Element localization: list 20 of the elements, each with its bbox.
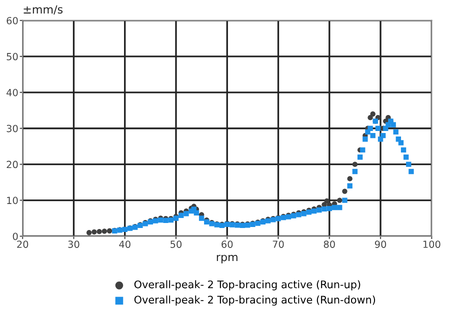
x-tick-label: 60	[222, 240, 233, 248]
x-tick-label: 70	[272, 240, 284, 248]
x-tick-label: 100	[423, 240, 440, 248]
x-tick-label: 50	[170, 240, 182, 248]
y-tick-label: 50	[6, 52, 18, 60]
y-tick-label: 20	[6, 160, 18, 168]
y-tick-label: 10	[7, 196, 18, 204]
x-tick-label: 90	[374, 240, 386, 248]
y-axis-title: ±mm/s	[24, 5, 63, 14]
y-tick-label: 0	[12, 232, 18, 240]
legend-label: Overall-peak- 2 Top-bracing active (Run-up)	[134, 280, 360, 290]
x-tick-label: 30	[68, 240, 80, 248]
x-tick-label: 20	[17, 240, 28, 248]
y-tick-label: 40	[6, 88, 18, 96]
legend-label: Overall-peak- 2 Top-bracing active (Run-down)	[134, 296, 376, 306]
x-axis-title: rpm	[216, 254, 238, 264]
y-tick-label: 60	[6, 16, 18, 24]
y-tick-label: 30	[6, 124, 18, 132]
x-tick-label: 40	[119, 240, 130, 248]
x-tick-label: 80	[324, 240, 335, 248]
